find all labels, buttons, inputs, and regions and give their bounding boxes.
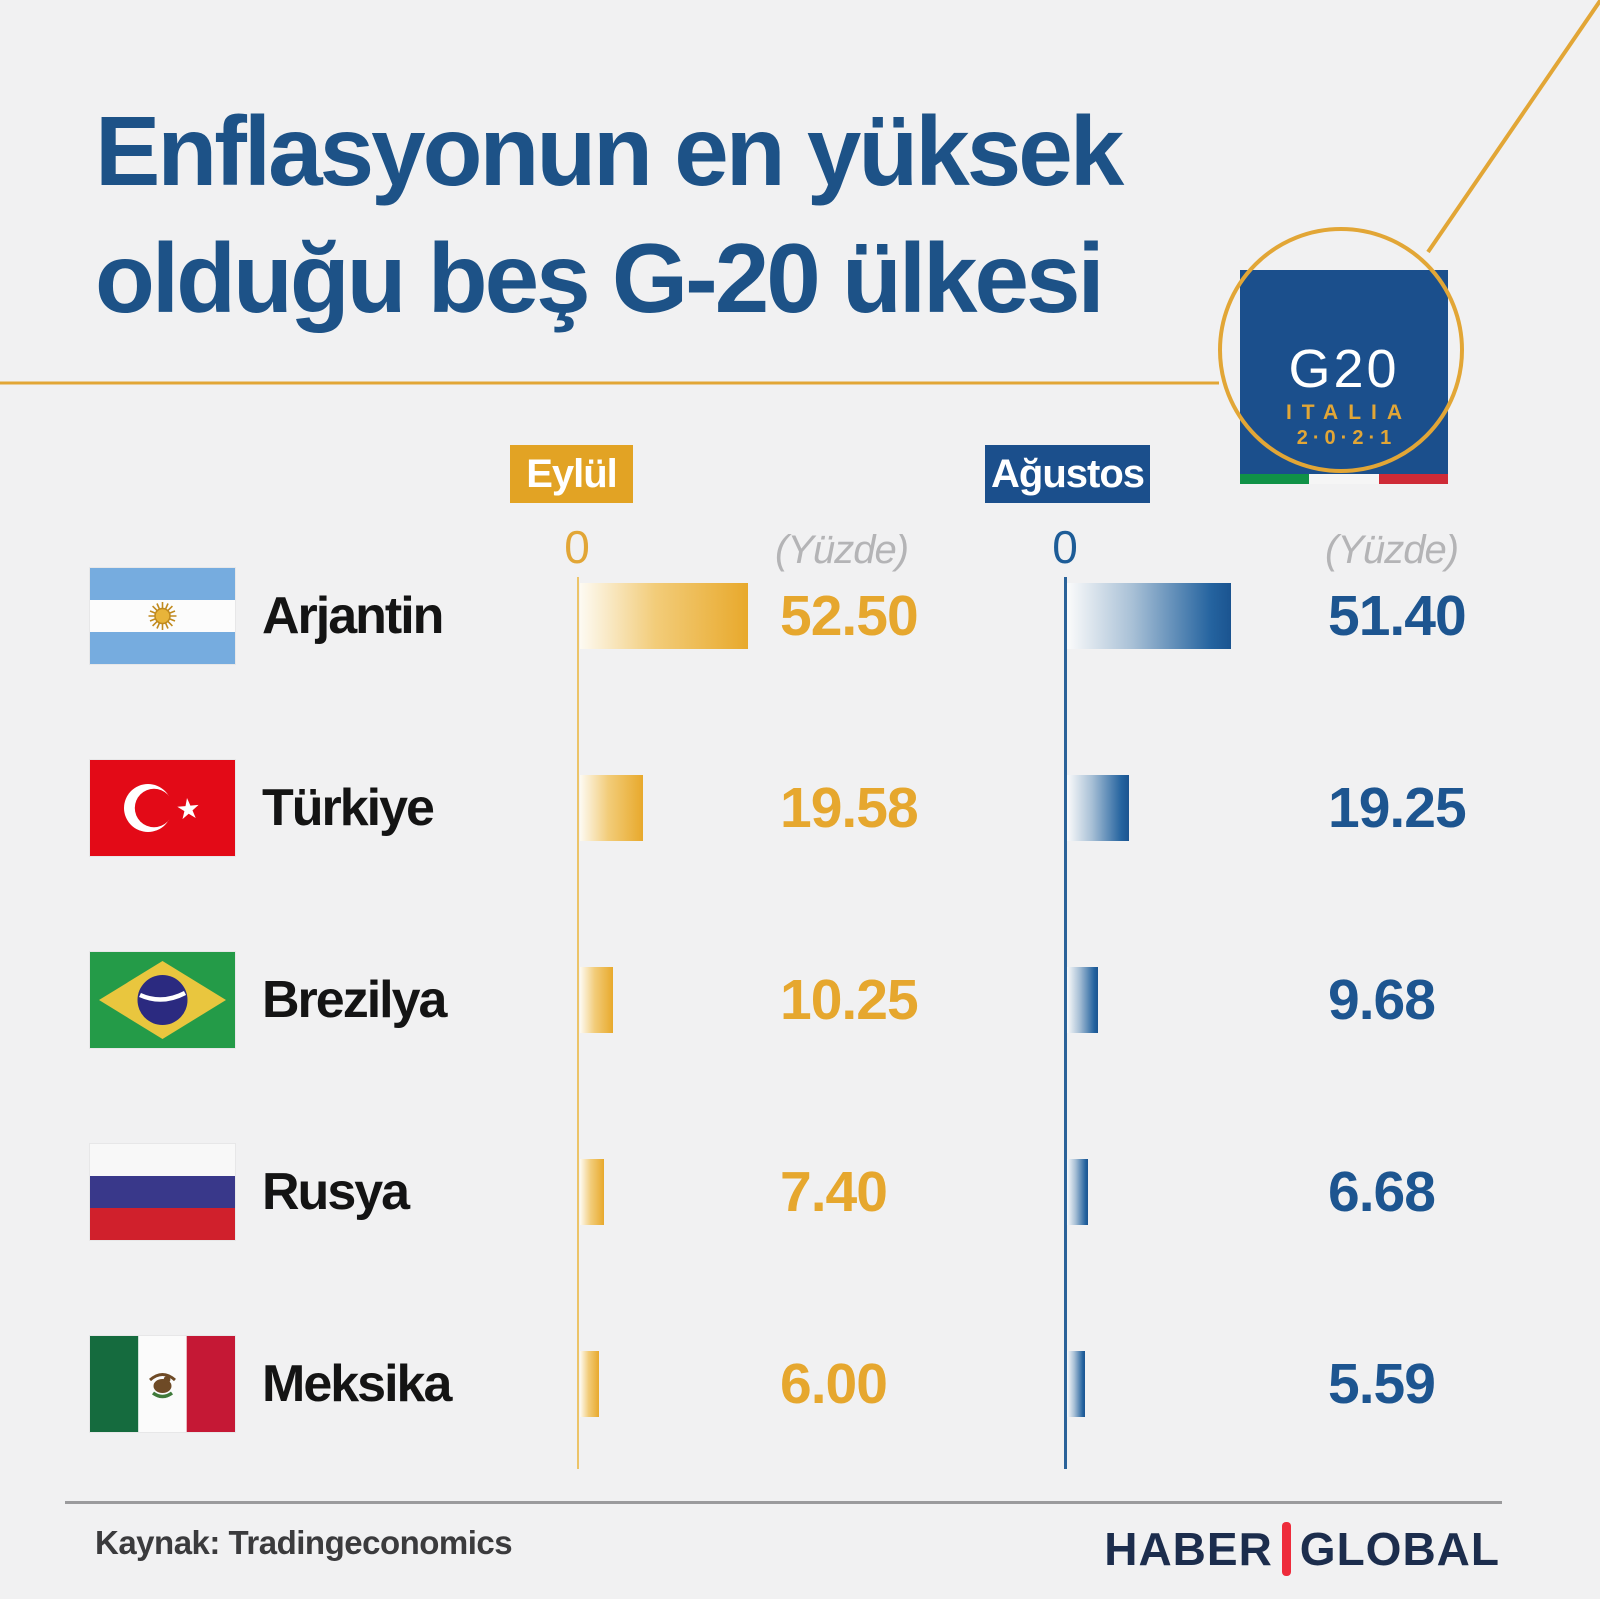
eylul-bar: [580, 1351, 600, 1417]
brand-haber: HABER: [1104, 1523, 1273, 1575]
mexico-flag-icon: [90, 1336, 235, 1432]
country-label: Meksika: [262, 1355, 452, 1413]
eylul-bar: [580, 1159, 604, 1225]
italy-stripe-green: [1240, 474, 1310, 484]
country-label: Türkiye: [262, 779, 435, 837]
country-row-turkiye: Türkiye 19.58 19.25: [0, 760, 1600, 856]
eylul-axis-zero-label: 0: [564, 521, 590, 573]
page-title-line2: olduğu beş G-20 ülkesi: [95, 223, 1105, 334]
eylul-unit-label: (Yüzde): [775, 528, 909, 572]
country-row-brezilya: Brezilya 10.25 9.68: [0, 952, 1600, 1048]
source-credit: Kaynak: Tradingeconomics: [95, 1524, 513, 1561]
country-label: Arjantin: [262, 587, 444, 645]
agustos-value: 19.25: [1328, 776, 1467, 840]
country-label: Rusya: [262, 1163, 410, 1221]
agustos-bar: [1067, 967, 1098, 1033]
footer-divider: [65, 1501, 1502, 1504]
page-title-line1: Enflasyonun en yüksek: [95, 96, 1124, 206]
eylul-value: 52.50: [780, 584, 919, 648]
agustos-value: 5.59: [1328, 1352, 1436, 1416]
eylul-value: 19.58: [780, 776, 919, 840]
haber-global-logo: HABER GLOBAL: [1104, 1520, 1500, 1578]
italy-stripe-red: [1378, 474, 1448, 484]
eylul-bar: [580, 775, 643, 841]
agustos-bar: [1067, 775, 1129, 841]
diagonal-accent-line: [1426, 0, 1600, 254]
legend-agustos-badge: Ağustos: [985, 445, 1150, 503]
agustos-bar: [1067, 1351, 1085, 1417]
italy-stripe-white: [1309, 474, 1379, 484]
agustos-bar: [1067, 583, 1232, 649]
legend-eylul-badge: Eylül: [510, 445, 633, 503]
eylul-value: 6.00: [780, 1352, 888, 1416]
country-row-rusya: Rusya 7.40 6.68: [0, 1144, 1600, 1240]
italy-flag-stripe: [1240, 474, 1448, 484]
brand-global: GLOBAL: [1299, 1523, 1500, 1575]
agustos-bar: [1067, 1159, 1089, 1225]
agustos-axis-line: [1064, 577, 1067, 1469]
russia-flag-icon: [90, 1144, 235, 1240]
agustos-value: 51.40: [1328, 584, 1467, 648]
g20-circle-decoration: [1218, 227, 1464, 473]
eylul-value: 7.40: [780, 1160, 888, 1224]
brazil-flag-icon: [90, 952, 235, 1048]
agustos-axis-zero-label: 0: [1052, 521, 1078, 573]
agustos-unit-label: (Yüzde): [1325, 528, 1459, 572]
eylul-axis-line: [577, 577, 579, 1469]
country-label: Brezilya: [262, 971, 447, 1029]
page-title: Enflasyonun en yüksek olduğu beş G-20 ül…: [95, 88, 1124, 343]
agustos-value: 6.68: [1328, 1160, 1436, 1224]
eylul-bar: [580, 583, 748, 649]
brand-red-bar: [1281, 1522, 1291, 1576]
turkey-flag-icon: [90, 760, 235, 856]
eylul-bar: [580, 967, 613, 1033]
argentina-flag-icon: [90, 568, 235, 664]
agustos-value: 9.68: [1328, 968, 1436, 1032]
country-row-meksika: Meksika 6.00 5.59: [0, 1336, 1600, 1432]
eylul-value: 10.25: [780, 968, 919, 1032]
country-row-arjantin: Arjantin 52.50 51.40: [0, 568, 1600, 664]
